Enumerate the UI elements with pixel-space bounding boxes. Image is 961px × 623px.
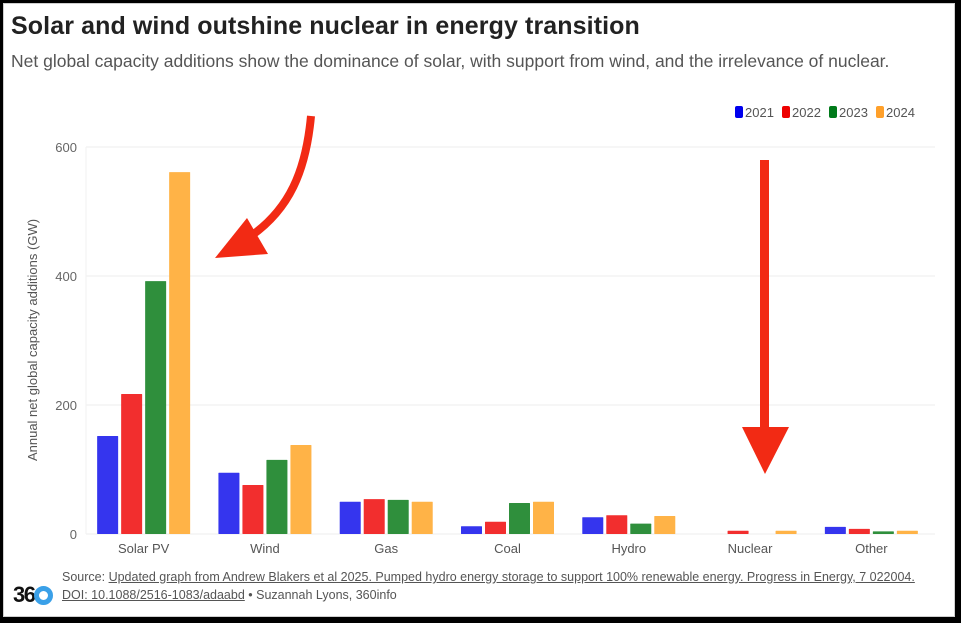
chart-subtitle: Net global capacity additions show the d…	[11, 51, 890, 71]
curved-arrow-shaft	[245, 115, 315, 242]
legend: 2021 2022 2023 2024	[735, 105, 915, 120]
gridlines	[85, 146, 935, 535]
bar-wind-2023	[266, 459, 288, 534]
y-tick-label: 600	[55, 140, 77, 155]
y-tick-label: 200	[55, 398, 77, 413]
bar-other-2023	[872, 531, 894, 534]
bars	[97, 172, 918, 534]
bar-nuclear-2022	[727, 530, 749, 534]
bar-gas-2023	[387, 499, 409, 534]
legend-swatch-2022	[782, 106, 790, 118]
legend-label-2021: 2021	[745, 105, 774, 120]
logo-text: 36	[13, 582, 36, 607]
source-footer: Source: Updated graph from Andrew Blaker…	[62, 568, 942, 604]
bar-other-2022	[848, 528, 870, 534]
source-link[interactable]: Updated graph from Andrew Blakers et al …	[62, 570, 915, 602]
bar-coal-2024	[533, 501, 554, 534]
curved-arrow-head	[215, 218, 268, 258]
source-credit: • Suzannah Lyons, 360info	[244, 588, 397, 602]
bar-gas-2022	[363, 499, 385, 534]
bar-wind-2024	[290, 444, 312, 534]
bar-solar-pv-2021	[97, 435, 119, 534]
straight-arrow-shaft	[760, 160, 769, 430]
bar-wind-2022	[242, 484, 264, 534]
bar-hydro-2022	[606, 515, 628, 534]
x-category-label: Hydro	[611, 541, 646, 556]
legend-label-2024: 2024	[886, 105, 915, 120]
bar-hydro-2023	[630, 523, 652, 534]
legend-swatch-2024	[876, 106, 884, 118]
bar-hydro-2024	[654, 515, 676, 534]
x-axis-categories: Solar PV Wind Gas Coal Hydro Nuclear Other	[118, 541, 888, 556]
y-axis-title: Annual net global capacity additions (GW…	[25, 219, 40, 461]
y-tick-label: 400	[55, 269, 77, 284]
source-prefix: Source:	[62, 570, 109, 584]
x-category-label: Wind	[250, 541, 280, 556]
legend-swatch-2021	[735, 106, 743, 118]
bar-hydro-2021	[582, 517, 604, 534]
bar-wind-2021	[218, 472, 240, 534]
curved-arrow-solar	[215, 115, 315, 258]
y-axis-ticks: 0 200 400 600	[55, 140, 77, 542]
bar-other-2024	[896, 530, 918, 534]
x-category-label: Gas	[374, 541, 398, 556]
straight-arrow-head	[742, 427, 789, 474]
x-category-label: Coal	[494, 541, 521, 556]
bar-solar-pv-2022	[121, 394, 143, 534]
x-category-label: Other	[855, 541, 888, 556]
logo-360info: 36	[13, 582, 54, 608]
chart-title: Solar and wind outshine nuclear in energ…	[11, 12, 640, 40]
x-category-label: Nuclear	[728, 541, 773, 556]
logo-ring-icon	[34, 586, 54, 605]
bar-gas-2024	[411, 501, 433, 534]
bar-gas-2021	[339, 501, 361, 534]
bar-coal-2023	[509, 503, 530, 534]
bar-coal-2021	[461, 526, 482, 534]
legend-swatch-2023	[829, 106, 837, 118]
bar-nuclear-2024	[775, 530, 797, 534]
bar-coal-2022	[485, 521, 506, 534]
straight-arrow-nuclear	[742, 160, 789, 474]
bar-solar-pv-2024	[169, 172, 191, 534]
bar-other-2021	[824, 526, 846, 534]
bar-solar-pv-2023	[145, 281, 167, 534]
y-tick-label: 0	[70, 527, 77, 542]
legend-label-2022: 2022	[792, 105, 821, 120]
x-category-label: Solar PV	[118, 541, 170, 556]
legend-label-2023: 2023	[839, 105, 868, 120]
